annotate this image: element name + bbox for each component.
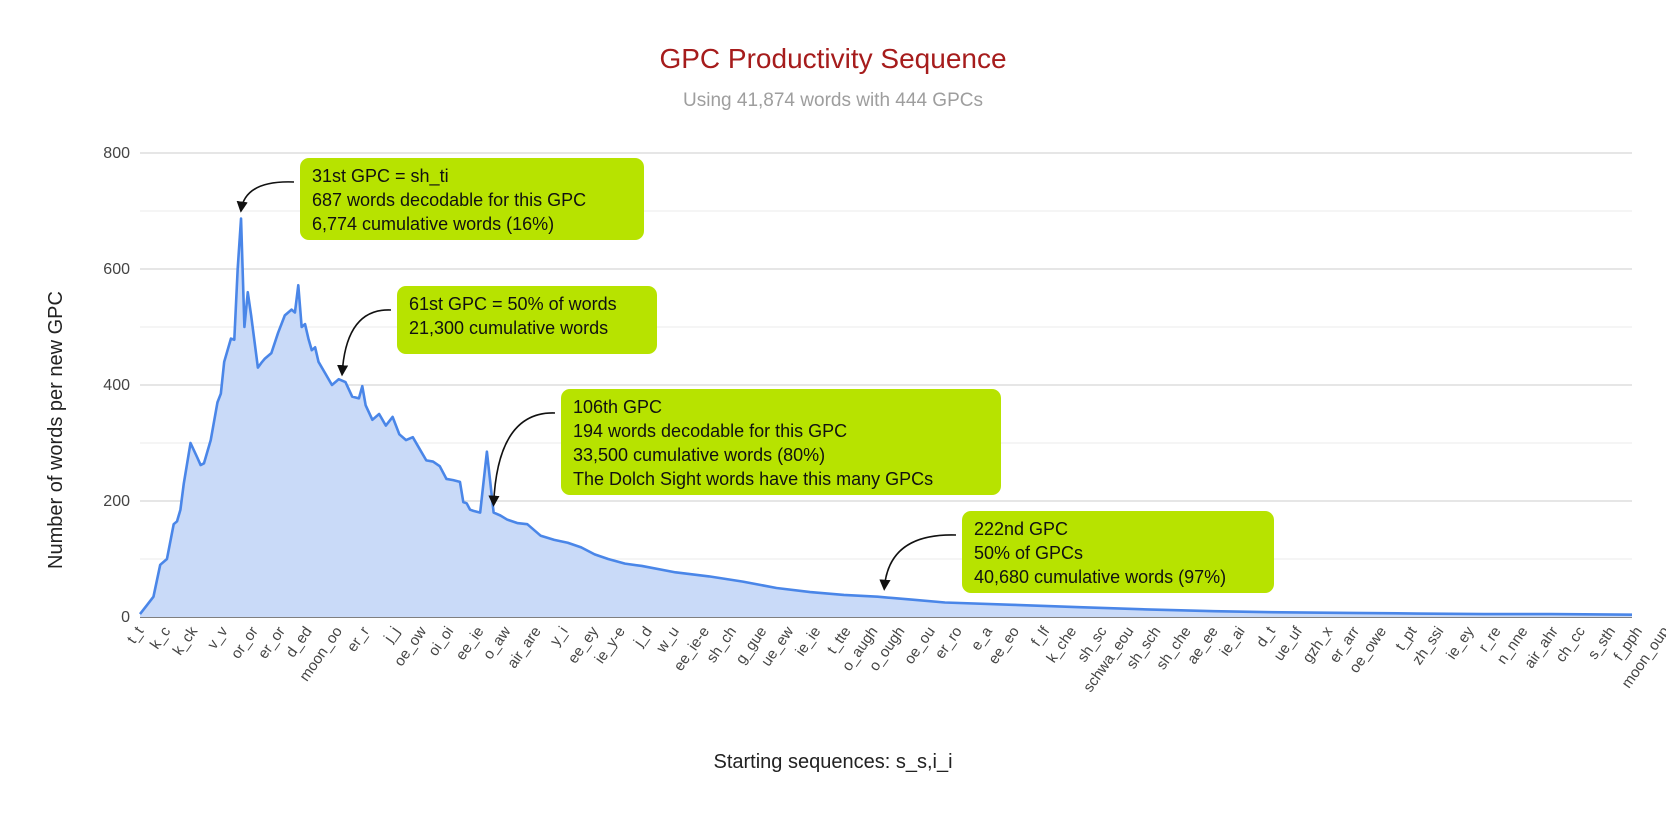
- x-tick-label: ee_ie: [452, 624, 487, 664]
- x-tick-label: ie_ie: [792, 624, 824, 660]
- annotation-callout: 106th GPC 194 words decodable for this GP…: [488, 389, 1001, 507]
- annotations: 31st GPC = sh_ti 687 words decodable for …: [236, 158, 1274, 593]
- x-tick-label: er_ro: [932, 624, 966, 662]
- annotation-box: [397, 286, 657, 354]
- x-tick-label: er_or: [255, 624, 289, 662]
- annotation-arrow: [236, 181, 295, 213]
- annotation-text: 50% of GPCs: [974, 543, 1083, 563]
- annotation-text: 106th GPC: [573, 397, 662, 417]
- annotation-arrow: [488, 412, 556, 507]
- annotation-text: 6,774 cumulative words (16%): [312, 214, 554, 234]
- y-tick-label: 600: [103, 261, 130, 278]
- annotation-text: 21,300 cumulative words: [409, 318, 608, 338]
- plot-area: [138, 217, 1633, 618]
- x-tick-label: y_i: [547, 624, 572, 649]
- chart-title: GPC Productivity Sequence: [659, 43, 1006, 74]
- x-tick-label: oe_ou: [901, 624, 939, 668]
- annotation-text: The Dolch Sight words have this many GPC…: [573, 469, 933, 489]
- x-tick-label: t_t: [124, 623, 148, 647]
- annotation-text: 40,680 cumulative words (97%): [974, 567, 1226, 587]
- annotation-arrow: [337, 309, 392, 377]
- x-tick-label: ie_ai: [1216, 624, 1248, 660]
- annotation-text: 194 words decodable for this GPC: [573, 421, 847, 441]
- x-tick-label: k_che: [1043, 624, 1080, 667]
- annotation-callout: 31st GPC = sh_ti 687 words decodable for …: [236, 158, 644, 240]
- y-axis-label: Number of words per new GPC: [45, 291, 67, 569]
- annotation-text: 222nd GPC: [974, 519, 1068, 539]
- x-tick-label: er_r: [344, 624, 373, 656]
- x-tick-label: or_or: [228, 624, 262, 662]
- y-tick-label: 0: [121, 609, 130, 626]
- chart-subtitle: Using 41,874 words with 444 GPCs: [683, 90, 983, 111]
- annotation-callout: 222nd GPC 50% of GPCs 40,680 cumulative wo…: [879, 511, 1274, 593]
- y-tick-label: 200: [103, 493, 130, 510]
- annotation-box: [300, 158, 644, 240]
- annotation-box: [561, 389, 1001, 495]
- x-axis-label: Starting sequences: s_s,i_i: [713, 751, 952, 773]
- series-area: [140, 218, 1632, 618]
- x-tick-label: ie_ey: [1443, 623, 1478, 663]
- annotation-box: [962, 511, 1274, 593]
- x-tick-label: v_v: [204, 623, 232, 652]
- x-tick-label: ch_cc: [1552, 623, 1589, 665]
- annotation-callout: 61st GPC = 50% of words 21,300 cumulative…: [337, 286, 657, 377]
- y-tick-label: 800: [103, 145, 130, 162]
- x-tick-label: w_u: [652, 624, 682, 657]
- annotation-text: 33,500 cumulative words (80%): [573, 445, 825, 465]
- annotation-text: 687 words decodable for this GPC: [312, 190, 586, 210]
- y-tick-label: 400: [103, 377, 130, 394]
- annotation-text: 31st GPC = sh_ti: [312, 166, 449, 187]
- annotation-text: 61st GPC = 50% of words: [409, 294, 617, 314]
- annotation-arrow: [879, 534, 957, 591]
- series-line: [138, 217, 1633, 616]
- x-tick-label: j_j: [380, 624, 403, 647]
- x-tick-label: k_ck: [170, 623, 202, 658]
- y-axis-ticks: 0 200 400 600 800: [103, 145, 130, 626]
